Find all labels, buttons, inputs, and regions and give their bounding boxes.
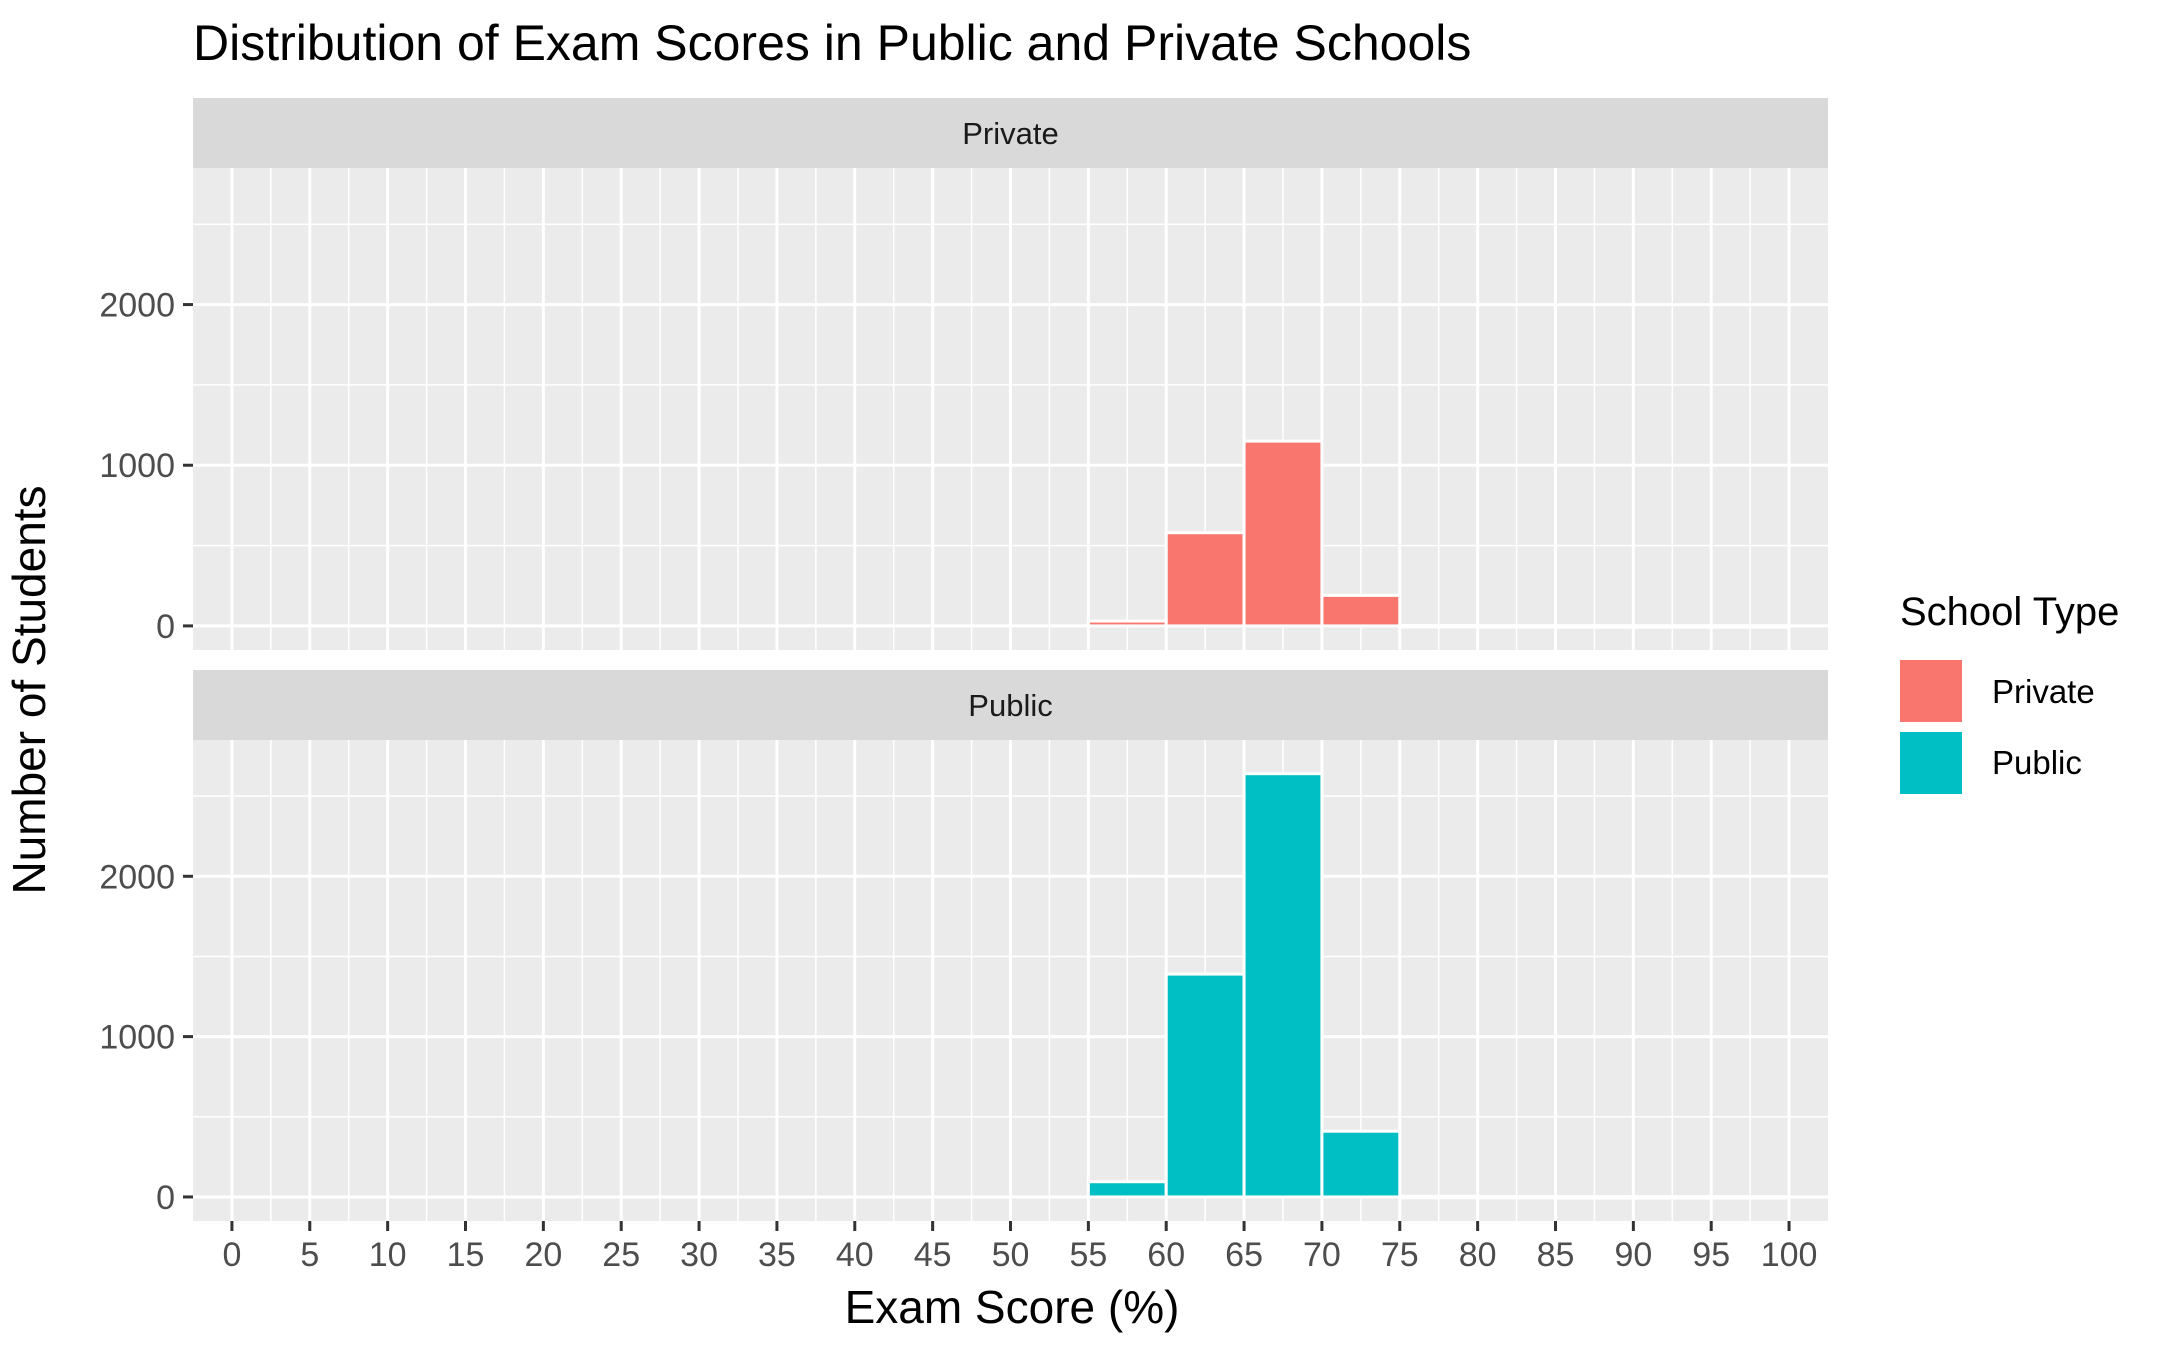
legend-swatch-public: [1898, 730, 1964, 796]
histogram-bar: [1631, 1195, 1713, 1200]
histogram-bar: [1709, 1195, 1791, 1200]
x-tick-label: 60: [1147, 1236, 1185, 1274]
y-tick-label: 1000: [99, 447, 175, 485]
facet-strip: [193, 98, 1828, 168]
legend-swatch-private: [1898, 658, 1964, 724]
x-tick-label: 0: [222, 1236, 241, 1274]
x-tick-label: 70: [1303, 1236, 1341, 1274]
chart-title: Distribution of Exam Scores in Public an…: [193, 15, 1471, 71]
facet-panels: Private 0 1000 2000 Public 0 1000 2000: [99, 98, 1828, 1221]
histogram-bar: [1398, 1194, 1480, 1200]
x-tick-label: 100: [1761, 1236, 1818, 1274]
histogram-bar: [1320, 1129, 1402, 1199]
x-tick-label: 55: [1069, 1236, 1107, 1274]
histogram-bar: [1709, 624, 1791, 629]
facet-strip: [193, 670, 1828, 740]
y-axis-title: Number of Students: [3, 485, 55, 894]
x-tick-label: 40: [836, 1236, 874, 1274]
histogram-bar: [1631, 624, 1713, 629]
facet-strip-label: Private: [962, 116, 1058, 151]
legend-title: School Type: [1900, 590, 2119, 634]
histogram-bar: [1554, 1195, 1635, 1200]
histogram-bar: [1242, 439, 1324, 628]
x-tick-label: 80: [1459, 1236, 1497, 1274]
x-tick-label: 25: [602, 1236, 640, 1274]
y-tick-label: 2000: [99, 287, 175, 325]
x-tick-label: 95: [1692, 1236, 1730, 1274]
legend-label-public: Public: [1992, 744, 2082, 781]
y-tick-label: 0: [156, 608, 175, 646]
legend-label-private: Private: [1992, 673, 2095, 710]
facet-panel-public: Public 0 1000 2000: [99, 670, 1828, 1221]
y-tick-label: 1000: [99, 1019, 175, 1057]
x-tick-label: 5: [300, 1236, 319, 1274]
x-axis-title: Exam Score (%): [845, 1281, 1180, 1333]
x-tick-label: 85: [1537, 1236, 1575, 1274]
histogram-bar: [1398, 623, 1480, 629]
x-tick-label: 90: [1614, 1236, 1652, 1274]
y-tick-label: 0: [156, 1179, 175, 1217]
x-tick-label: 65: [1225, 1236, 1263, 1274]
y-tick-label: 2000: [99, 858, 175, 896]
x-tick-label: 50: [992, 1236, 1030, 1274]
facet-strip-label: Public: [968, 688, 1052, 723]
x-tick-label: 30: [680, 1236, 718, 1274]
histogram-bar: [1242, 772, 1324, 1199]
x-tick-label: 20: [524, 1236, 562, 1274]
x-tick-label: 75: [1381, 1236, 1419, 1274]
histogram-bar: [1086, 1180, 1168, 1199]
histogram-bar: [1164, 972, 1246, 1199]
histogram-bar: [1164, 531, 1246, 628]
x-tick-label: 45: [914, 1236, 952, 1274]
histogram-bar: [1554, 624, 1635, 629]
histogram-bar: [1086, 619, 1168, 628]
x-tick-label: 35: [758, 1236, 796, 1274]
x-tick-label: 10: [369, 1236, 407, 1274]
histogram-bar: [1476, 1194, 1557, 1200]
facet-panel-private: Private 0 1000 2000: [99, 98, 1828, 650]
legend: School Type Private Public: [1898, 590, 2119, 796]
x-axis: 0 5 10 15 20 25 30 35 40 45 50 55 60 65 70 75 80 85 90 95 10…: [222, 1221, 1817, 1274]
x-tick-label: 15: [447, 1236, 485, 1274]
histogram-bar: [1476, 624, 1557, 629]
histogram-bar: [1320, 593, 1402, 628]
